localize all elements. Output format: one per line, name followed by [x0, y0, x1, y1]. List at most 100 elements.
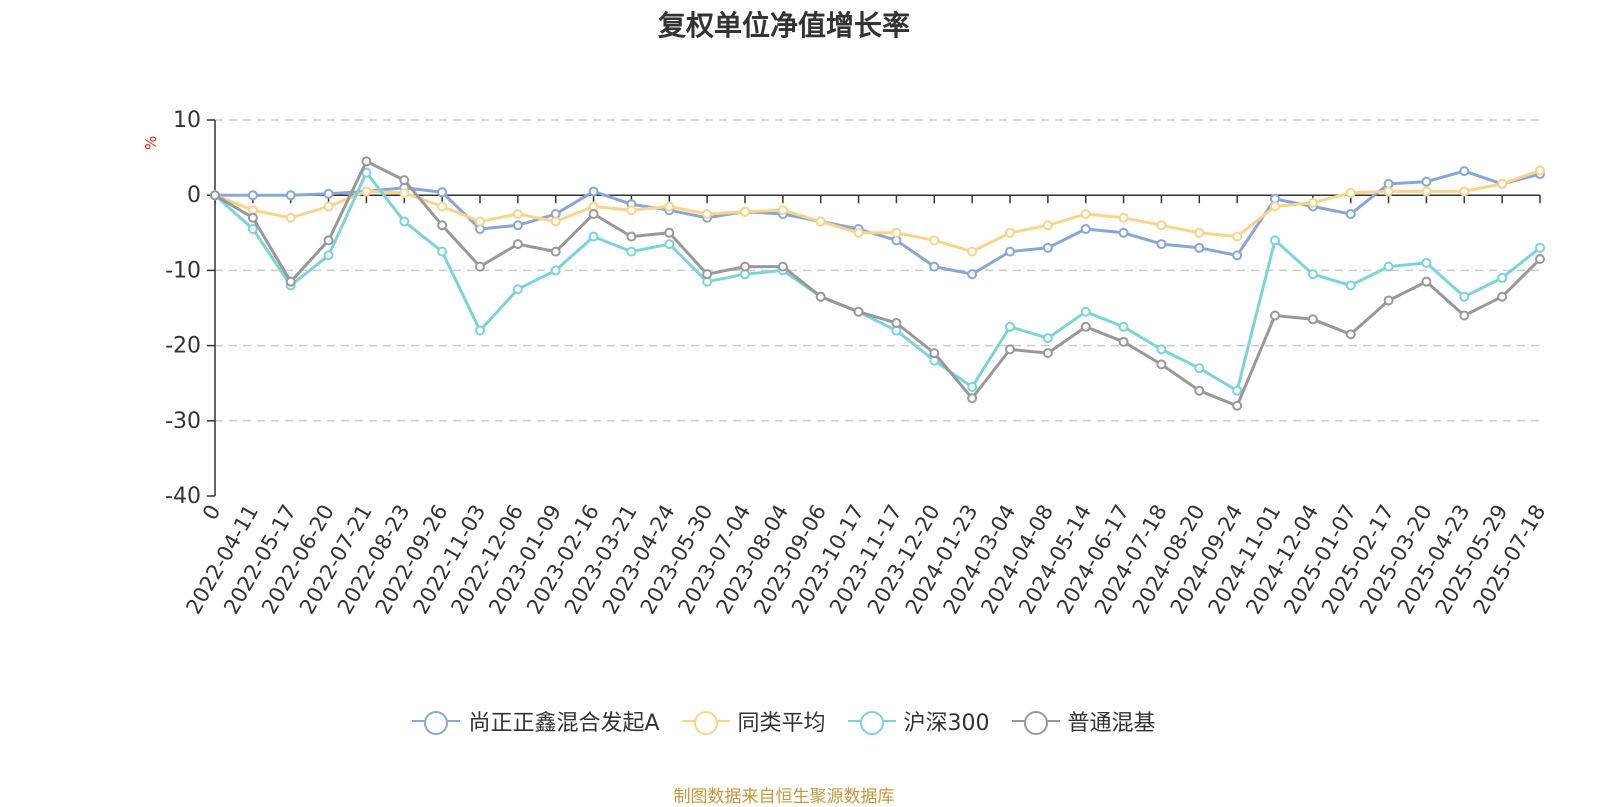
data-point [740, 261, 750, 272]
legend-label: 尚正正鑫混合发起A [468, 711, 660, 736]
data-point [702, 209, 713, 219]
data-point [1307, 269, 1318, 280]
legend-marker-icon [412, 709, 461, 735]
legend-marker-icon [847, 709, 896, 735]
data-point [1232, 400, 1243, 411]
data-point [1156, 359, 1167, 370]
data-point [512, 209, 523, 219]
data-point [702, 269, 713, 280]
x-tick-labels: 02022-04-112022-05-172022-06-202022-07-2… [181, 500, 1550, 618]
data-point [1459, 291, 1470, 302]
data-point [1156, 220, 1167, 231]
data-point [1194, 385, 1205, 396]
data-point [1421, 257, 1432, 268]
data-point [777, 261, 788, 272]
data-point [1421, 176, 1432, 187]
data-point [1042, 242, 1053, 253]
y-tick-label: -20 [165, 334, 201, 359]
legend-marker-icon [1011, 709, 1060, 735]
data-point [247, 224, 258, 235]
data-point [285, 276, 296, 287]
data-point [853, 306, 864, 317]
data-point [1194, 242, 1205, 253]
data-point [1383, 261, 1394, 272]
series-line [213, 168, 1542, 254]
data-point [210, 190, 220, 201]
data-point [550, 216, 561, 227]
data-point [323, 250, 334, 261]
data-point [626, 205, 637, 216]
data-point [891, 227, 902, 238]
data-point [929, 348, 940, 359]
y-tick-label: -10 [165, 258, 201, 283]
legend-item[interactable]: 同类平均 [681, 705, 826, 737]
data-point [891, 318, 902, 329]
data-point [1383, 186, 1394, 197]
data-point [475, 261, 485, 272]
data-point [1118, 227, 1129, 238]
y-tick-label: 0 [187, 183, 201, 208]
data-point [1459, 166, 1470, 177]
data-point [1194, 363, 1205, 374]
legend-item[interactable]: 普通混基 [1011, 705, 1156, 737]
y-tick-label: -30 [165, 409, 201, 434]
data-point [929, 261, 940, 272]
legend-item[interactable]: 沪深300 [847, 705, 990, 737]
data-point [853, 227, 864, 238]
data-point [323, 235, 334, 246]
data-point [1194, 227, 1205, 238]
data-point [399, 175, 410, 186]
data-point [1270, 235, 1280, 246]
data-point [588, 186, 599, 197]
data-point [967, 381, 978, 392]
legend-label: 同类平均 [737, 711, 826, 736]
data-point [664, 239, 675, 250]
data-point [1270, 201, 1280, 212]
data-point [1005, 227, 1015, 238]
data-point [967, 269, 978, 280]
data-point [550, 246, 561, 257]
y-tick-labels: 10 0 -10 -20 -30 -40 [165, 108, 201, 509]
source-note: 制图数据来自恒生聚源数据库 [673, 787, 895, 807]
data-point [1232, 250, 1243, 261]
data-point [323, 201, 334, 212]
data-point [399, 216, 410, 227]
data-point [437, 187, 448, 198]
x-tick-label: 0 [198, 501, 225, 525]
data-point [437, 246, 448, 257]
data-point [588, 209, 599, 219]
data-point [1080, 224, 1091, 235]
data-point [512, 220, 523, 231]
data-point [1118, 212, 1129, 223]
data-point [967, 246, 978, 257]
data-point [1345, 329, 1356, 340]
data-point [361, 156, 372, 167]
legend-label: 沪深300 [903, 711, 990, 736]
data-point [1497, 178, 1508, 189]
series-line [213, 169, 1542, 276]
data-point [1383, 295, 1394, 306]
data-point [1535, 242, 1545, 253]
data-point [475, 216, 485, 227]
data-point [1005, 321, 1015, 332]
data-point [512, 239, 523, 250]
data-point [1421, 276, 1432, 287]
data-point [475, 325, 485, 336]
legend: 尚正正鑫混合发起A 同类平均 沪深300 普通混基 [0, 705, 1568, 737]
data-point [437, 220, 448, 231]
data-point [1459, 186, 1470, 197]
data-point [815, 216, 826, 227]
data-point [247, 212, 258, 223]
data-point [1005, 246, 1015, 257]
data-point [1042, 220, 1053, 231]
data-point [550, 265, 561, 276]
series-line [213, 159, 1542, 408]
data-point [1421, 186, 1432, 197]
legend-item[interactable]: 尚正正鑫混合发起A [412, 705, 660, 737]
data-point [664, 227, 675, 238]
data-point [1042, 348, 1053, 359]
data-point [361, 186, 372, 197]
data-point [399, 187, 410, 198]
series-lines [210, 156, 1545, 411]
